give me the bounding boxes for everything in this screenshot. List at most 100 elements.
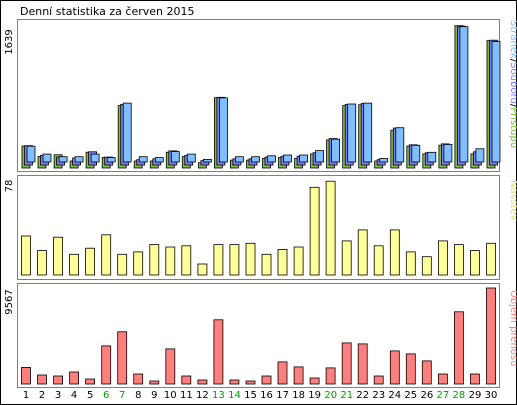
bar-pages-day-23 (379, 158, 389, 163)
bar-traffic-day-30 (486, 287, 496, 385)
bar-traffic-day-17 (277, 361, 288, 385)
bar-traffic-day-20 (325, 367, 336, 385)
day-labels: 1 2 3 4 5 6 7 8 9 10 11 12 13 14 15 16 17 18 19 20 21 22 23 24 2… (23, 390, 498, 401)
bars-visits (21, 180, 496, 276)
bar-visits-day-2 (37, 250, 47, 276)
bar-pages-day-4 (74, 156, 84, 163)
bar-visits-day-25 (405, 251, 416, 276)
bar-visits-day-6 (101, 234, 112, 276)
bars-traffic (21, 287, 496, 385)
bar-visits-day-30 (486, 242, 496, 276)
day-label-13: 13 (212, 390, 225, 401)
bar-pages-day-10 (170, 151, 180, 163)
bar-traffic-day-25 (405, 353, 416, 385)
day-label-5: 5 (87, 390, 93, 401)
bar-visits-day-26 (421, 256, 432, 276)
legend-sep-2: / (508, 104, 517, 108)
bar-traffic-day-21 (341, 342, 352, 385)
bar-traffic-day-29 (469, 373, 480, 385)
bar-pages-day-1 (26, 145, 36, 163)
bar-pages-day-3 (58, 156, 68, 163)
day-label-16: 16 (260, 390, 273, 401)
bar-visits-day-3 (53, 236, 63, 276)
bar-traffic-day-4 (69, 371, 79, 385)
bar-pages-day-5 (90, 153, 100, 163)
bar-pages-day-18 (299, 154, 309, 163)
day-label-18: 18 (292, 390, 305, 401)
day-label-11: 11 (180, 390, 193, 401)
bar-traffic-day-7 (117, 331, 128, 385)
bar-visits-day-27 (437, 240, 448, 276)
bar-traffic-day-1 (21, 366, 31, 385)
day-label-15: 15 (244, 390, 257, 401)
bar-pages-day-26 (427, 151, 437, 163)
bar-pages-day-2 (42, 153, 52, 163)
legend-hits: Stránek/Souborů/Přístupů (508, 20, 517, 148)
bar-traffic-day-27 (437, 373, 448, 385)
bar-visits-day-16 (261, 253, 272, 276)
bar-visits-day-14 (229, 244, 240, 276)
bar-visits-day-21 (341, 240, 352, 276)
bar-traffic-day-13 (213, 319, 224, 385)
bar-pages-day-6 (106, 157, 116, 163)
bar-traffic-day-8 (133, 373, 144, 385)
day-label-3: 3 (55, 390, 61, 401)
bar-traffic-day-16 (261, 375, 272, 385)
bar-traffic-day-10 (165, 348, 176, 385)
bar-pages-day-11 (186, 153, 196, 163)
bar-visits-day-1 (21, 235, 31, 276)
bar-pages-day-9 (154, 157, 164, 163)
bar-visits-day-7 (117, 253, 128, 276)
bar-visits-day-19 (309, 186, 320, 276)
legend-hits-total: Přístupů (508, 107, 517, 148)
bar-traffic-day-22 (357, 343, 368, 385)
legend-files: Souborů (508, 62, 517, 104)
bar-traffic-day-24 (389, 350, 400, 385)
bar-visits-day-17 (277, 248, 288, 276)
bar-visits-day-20 (325, 180, 336, 276)
day-label-4: 4 (71, 390, 77, 401)
bar-visits-day-22 (357, 229, 368, 276)
bar-pages-day-24 (395, 127, 405, 163)
day-label-29: 29 (469, 390, 482, 401)
day-label-8: 8 (135, 390, 141, 401)
bar-visits-day-18 (293, 246, 304, 276)
legend-traffic: Objem přenosu (508, 290, 517, 366)
day-label-9: 9 (151, 390, 157, 401)
chart-title: Denní statistika za červen 2015 (20, 5, 195, 18)
panel-hits-ymax: 1639 (4, 29, 15, 54)
bars-hits (21, 25, 501, 169)
bar-traffic-day-12 (197, 379, 208, 385)
bar-traffic-day-18 (293, 366, 304, 385)
day-label-24: 24 (388, 390, 401, 401)
bar-visits-day-23 (373, 245, 384, 276)
legend-sep-1: / (508, 59, 517, 63)
bar-visits-day-12 (197, 263, 208, 276)
bar-pages-day-12 (202, 158, 212, 163)
bar-traffic-day-28 (453, 311, 464, 385)
bar-visits-day-4 (69, 253, 79, 276)
bar-traffic-day-26 (421, 360, 432, 385)
day-label-28: 28 (453, 390, 466, 401)
bar-visits-day-5 (85, 247, 95, 276)
bar-visits-day-8 (133, 251, 144, 276)
bar-pages-day-7 (122, 102, 132, 163)
bar-visits-day-15 (245, 242, 256, 276)
day-label-1: 1 (23, 390, 29, 401)
bar-traffic-day-5 (85, 378, 95, 385)
bar-visits-day-11 (181, 245, 192, 276)
bar-pages-day-22 (363, 102, 373, 163)
bar-pages-day-21 (347, 103, 357, 163)
bar-traffic-day-15 (245, 380, 256, 385)
bar-visits-day-24 (389, 229, 400, 276)
bar-traffic-day-6 (101, 345, 112, 385)
bar-visits-day-13 (213, 244, 224, 276)
bar-visits-day-10 (165, 246, 176, 276)
bar-traffic-day-23 (373, 375, 384, 385)
bar-traffic-day-11 (181, 375, 192, 385)
bar-pages-day-14 (234, 156, 244, 163)
bar-pages-day-16 (267, 155, 276, 163)
bar-pages-day-20 (331, 138, 341, 163)
day-label-25: 25 (404, 390, 417, 401)
bar-pages-day-13 (218, 97, 228, 163)
